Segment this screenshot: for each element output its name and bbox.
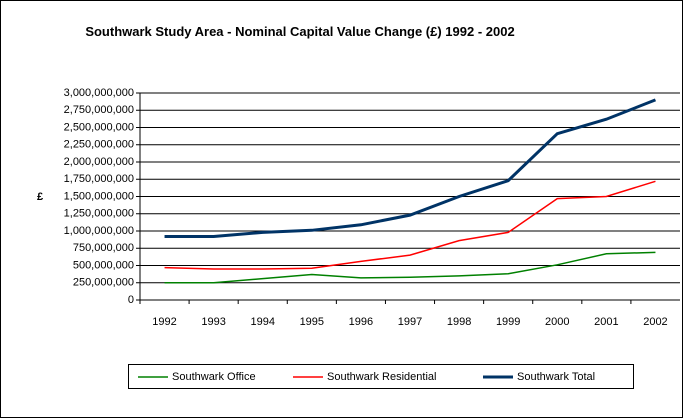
series-line: [164, 180, 656, 270]
x-tick-label: 1993: [201, 316, 225, 328]
x-tick-label: 2002: [643, 316, 667, 328]
x-tick-label: 1996: [349, 316, 373, 328]
y-tick-label: 1,500,000,000: [64, 190, 134, 202]
y-tick-label: 500,000,000: [73, 259, 134, 271]
y-tick-label: 750,000,000: [73, 242, 134, 254]
legend-box: [128, 364, 634, 389]
y-tick-label: 2,000,000,000: [64, 156, 134, 168]
y-tick-label: 1,000,000,000: [64, 225, 134, 237]
y-axis-label: £: [37, 191, 43, 203]
x-tick-label: 1998: [447, 316, 471, 328]
y-tick-label: 2,250,000,000: [64, 139, 134, 151]
legend-label: Southwark Total: [517, 371, 595, 383]
legend-label: Southwark Residential: [327, 371, 436, 383]
series-line: [164, 98, 657, 239]
chart-title: Southwark Study Area - Nominal Capital V…: [85, 24, 515, 39]
y-tick-label: 3,000,000,000: [64, 87, 134, 99]
y-tick-label: 250,000,000: [73, 277, 134, 289]
x-tick-label: 1994: [250, 316, 274, 328]
x-tick-label: 1992: [152, 316, 176, 328]
series-line: [164, 251, 656, 284]
y-tick-label: 0: [128, 294, 134, 306]
legend-label: Southwark Office: [172, 371, 256, 383]
y-tick-label: 2,750,000,000: [64, 104, 134, 116]
x-tick-label: 1999: [496, 316, 520, 328]
y-tick-label: 1,750,000,000: [64, 173, 134, 185]
x-tick-label: 1995: [300, 316, 324, 328]
x-tick-label: 1997: [398, 316, 422, 328]
x-tick-label: 2001: [594, 316, 618, 328]
y-tick-label: 2,500,000,000: [64, 121, 134, 133]
x-tick-label: 2000: [545, 316, 569, 328]
y-tick-label: 1,250,000,000: [64, 208, 134, 220]
